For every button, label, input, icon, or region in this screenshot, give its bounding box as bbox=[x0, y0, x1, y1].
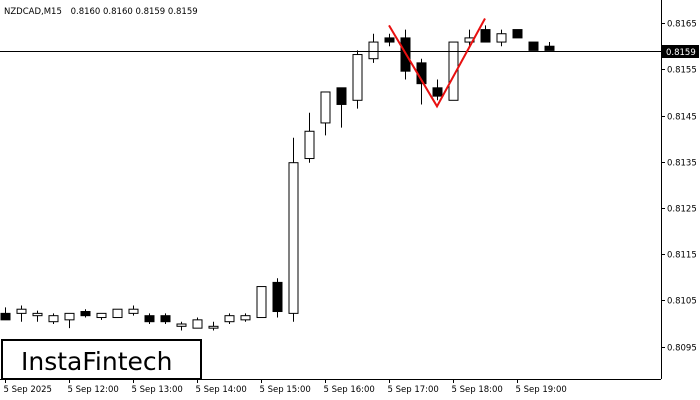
candle bbox=[544, 42, 555, 51]
candle bbox=[48, 313, 59, 324]
y-tick-label: 0.8115 bbox=[667, 251, 697, 261]
bullish-candle-body bbox=[96, 312, 107, 319]
bullish-candle-body bbox=[352, 54, 363, 101]
y-tick-labels: 0.8165 0.8155 0.8145 0.8135 0.8125 0.8115 0.81… bbox=[661, 20, 697, 354]
bullish-candle-body bbox=[112, 308, 123, 319]
bearish-candle-body bbox=[544, 45, 555, 51]
candle bbox=[192, 317, 203, 329]
candle bbox=[480, 25, 491, 43]
x-tick-label: 5 Sep 15:00 bbox=[260, 385, 311, 395]
bullish-candle-body bbox=[208, 325, 219, 329]
candles-layer bbox=[0, 25, 555, 331]
bullish-candle-body bbox=[288, 162, 299, 314]
bearish-candle-body bbox=[336, 87, 347, 105]
x-tick-labels: 5 Sep 2025 5 Sep 12:00 5 Sep 13:00 5 Sep 14… bbox=[4, 379, 567, 395]
candle bbox=[496, 29, 507, 47]
candle bbox=[432, 79, 443, 101]
bearish-candle-body bbox=[512, 29, 523, 39]
candle bbox=[272, 278, 283, 318]
bullish-candle-body bbox=[32, 312, 43, 317]
bearish-candle-body bbox=[144, 315, 155, 323]
current-price-tag: 0.8159 bbox=[662, 45, 699, 58]
candle bbox=[96, 312, 107, 320]
x-tick-label: 5 Sep 12:00 bbox=[68, 385, 119, 395]
bearish-candle-body bbox=[432, 87, 443, 97]
current-price-tag-background bbox=[662, 45, 699, 58]
y-tick-label: 0.8145 bbox=[667, 113, 697, 123]
double-top-pattern-line bbox=[388, 18, 486, 109]
bullish-candle-body bbox=[368, 41, 379, 60]
x-tick-label: 5 Sep 17:00 bbox=[388, 385, 439, 395]
bullish-candle-body bbox=[496, 33, 507, 43]
symbol-label: NZDCAD,M15 bbox=[4, 7, 62, 17]
candle bbox=[208, 321, 219, 331]
candle bbox=[384, 33, 395, 47]
bearish-candle-body bbox=[0, 312, 11, 321]
candle bbox=[304, 112, 315, 163]
y-tick-label: 0.8095 bbox=[667, 344, 697, 354]
bullish-candle-body bbox=[48, 315, 59, 323]
bullish-candle-body bbox=[176, 323, 187, 327]
bullish-candle-body bbox=[320, 91, 331, 124]
candle bbox=[256, 286, 267, 319]
bullish-candle-body bbox=[224, 315, 235, 323]
x-tick-label: 5 Sep 19:00 bbox=[516, 385, 567, 395]
candle bbox=[112, 308, 123, 319]
bullish-candle-body bbox=[256, 286, 267, 319]
bearish-candle-body bbox=[160, 315, 171, 323]
x-tick-label: 5 Sep 13:00 bbox=[132, 385, 183, 395]
candle bbox=[144, 313, 155, 324]
y-tick-label: 0.8135 bbox=[667, 159, 697, 169]
candle bbox=[32, 310, 43, 322]
y-tick-label: 0.8105 bbox=[667, 297, 697, 307]
x-tick-label: 5 Sep 14:00 bbox=[196, 385, 247, 395]
candle bbox=[336, 87, 347, 128]
candle bbox=[512, 29, 523, 39]
candle bbox=[176, 321, 187, 331]
x-tick-label: 5 Sep 16:00 bbox=[324, 385, 375, 395]
bearish-candle-body bbox=[272, 281, 283, 313]
candle bbox=[80, 309, 91, 318]
bearish-candle-body bbox=[80, 311, 91, 317]
bearish-candle-body bbox=[480, 29, 491, 43]
y-tick-label: 0.8165 bbox=[667, 20, 697, 30]
bullish-candle-body bbox=[192, 319, 203, 329]
current-price-label: 0.8159 bbox=[666, 48, 696, 58]
candle bbox=[240, 313, 251, 322]
bullish-candle-body bbox=[128, 308, 139, 314]
candle bbox=[0, 307, 11, 321]
candle bbox=[160, 313, 171, 324]
y-tick-label: 0.8125 bbox=[667, 205, 697, 215]
bearish-candle-body bbox=[384, 37, 395, 43]
candle bbox=[224, 313, 235, 324]
x-tick-label: 5 Sep 2025 bbox=[4, 385, 52, 395]
bullish-candle-body bbox=[240, 315, 251, 321]
candle bbox=[352, 50, 363, 109]
x-tick-label: 5 Sep 18:00 bbox=[452, 385, 503, 395]
bullish-candle-body bbox=[304, 130, 315, 160]
candle bbox=[528, 41, 539, 51]
candle bbox=[16, 305, 27, 322]
candle bbox=[320, 91, 331, 136]
bullish-candle-body bbox=[448, 41, 459, 101]
logo-text: InstaFintech bbox=[21, 347, 173, 376]
instafintech-logo: InstaFintech bbox=[1, 339, 202, 380]
bullish-candle-body bbox=[16, 308, 27, 314]
bearish-candle-body bbox=[528, 41, 539, 51]
logo-box bbox=[1, 339, 202, 380]
ohlc-values: 0.8160 0.8160 0.8159 0.8159 bbox=[71, 7, 198, 17]
candle bbox=[368, 33, 379, 63]
chart-header: NZDCAD,M15 0.8160 0.8160 0.8159 0.8159 bbox=[4, 7, 198, 17]
candle bbox=[288, 137, 299, 322]
candle bbox=[128, 305, 139, 316]
y-tick-label: 0.8155 bbox=[667, 66, 697, 76]
bullish-candle-body bbox=[64, 312, 75, 321]
candle bbox=[64, 312, 75, 329]
